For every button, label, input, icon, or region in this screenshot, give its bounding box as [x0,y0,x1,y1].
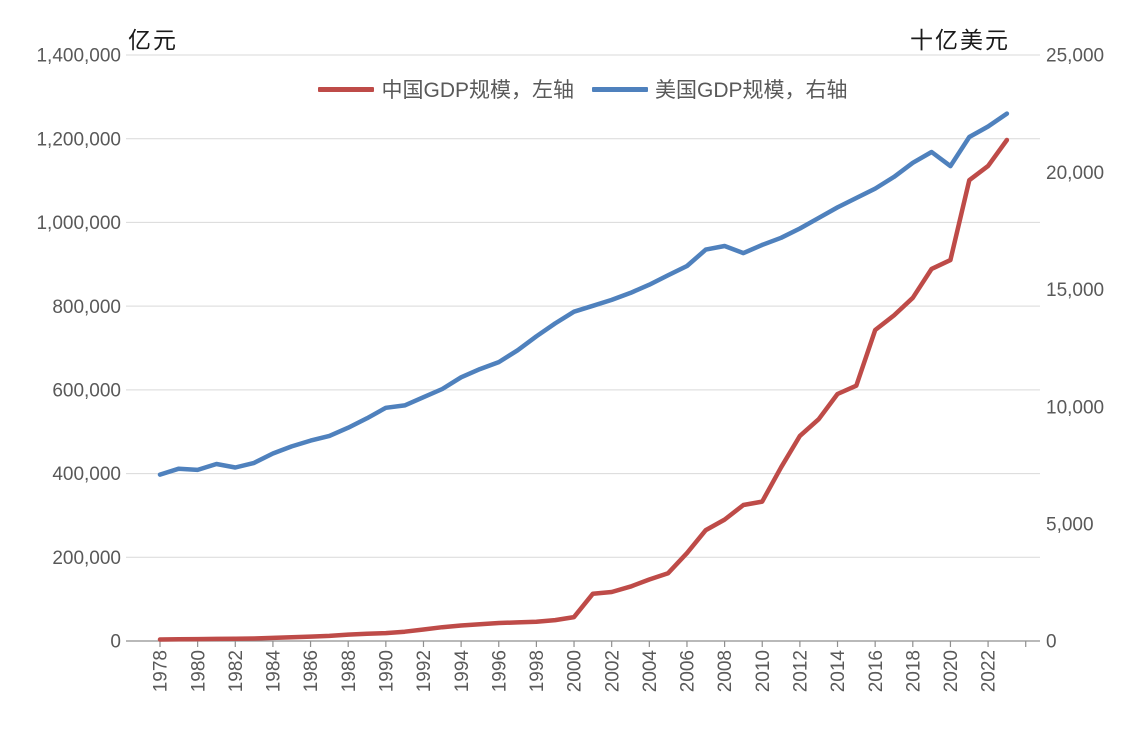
x-axis-tick-label: 2022 [979,650,1000,692]
x-axis-tick-label: 2014 [828,650,849,693]
x-axis-tick-label: 1992 [414,650,435,692]
x-axis-tick-label: 2010 [753,650,774,692]
left-axis-tick-label: 1,000,000 [36,213,121,234]
right-axis-tick-label: 0 [1046,632,1057,653]
x-axis-tick-label: 1990 [376,650,397,692]
china-gdp-line [157,137,1010,642]
right-axis-tick-label: 25,000 [1046,46,1104,67]
us-line-swatch [592,86,648,92]
x-axis-tick-label: 1998 [527,650,548,692]
x-axis-tick-label: 2004 [640,650,661,693]
legend-item-us: 美国GDP规模，右轴 [592,74,848,104]
x-axis-tick-label: 2006 [678,650,699,692]
x-axis-tick-label: 1980 [188,650,209,692]
x-axis-tick-label: 2012 [791,650,812,692]
x-axis-tick-label: 2002 [602,650,623,692]
x-axis-tick-label: 1996 [489,650,510,692]
x-axis-tick-label: 1994 [452,650,473,693]
x-axis-tick-label: 1988 [339,650,360,692]
x-axis-tick-label: 2016 [866,650,887,692]
left-axis-tick-label: 800,000 [52,297,121,318]
left-axis-tick-label: 1,200,000 [36,129,121,150]
x-axis-tick-label: 2008 [715,650,736,692]
left-axis-tick-label: 0 [110,632,121,653]
right-axis-tick-label: 5,000 [1046,514,1094,535]
legend-item-china: 中国GDP规模，左轴 [318,74,574,104]
x-axis-tick-label: 1986 [301,650,322,692]
legend-label: 中国GDP规模，左轴 [381,79,574,102]
x-axis-tick-label: 2000 [565,650,586,692]
x-axis-tick-label: 2020 [941,650,962,692]
china-line-swatch [318,86,375,92]
right-axis-tick-label: 10,000 [1046,397,1104,418]
x-axis-tick-label: 2018 [903,650,924,692]
left-axis-title: 亿元 [128,28,178,53]
x-axis-tick-label: 1982 [226,650,247,692]
legend-label: 美国GDP规模，右轴 [655,79,848,102]
x-axis-tick-label: 1978 [151,650,172,692]
right-axis-title: 十亿美元 [910,28,1010,53]
left-axis-tick-label: 1,400,000 [36,46,121,67]
x-axis-tick-label: 1984 [264,650,285,693]
right-axis-tick-label: 15,000 [1046,280,1104,301]
left-axis-tick-label: 600,000 [52,381,121,402]
right-axis-tick-label: 20,000 [1046,163,1104,184]
left-axis-tick-label: 200,000 [52,548,121,569]
left-axis-tick-label: 400,000 [52,464,121,485]
us-gdp-line [157,111,1010,477]
legend: 中国GDP规模，左轴 美国GDP规模，右轴 [126,74,1040,104]
